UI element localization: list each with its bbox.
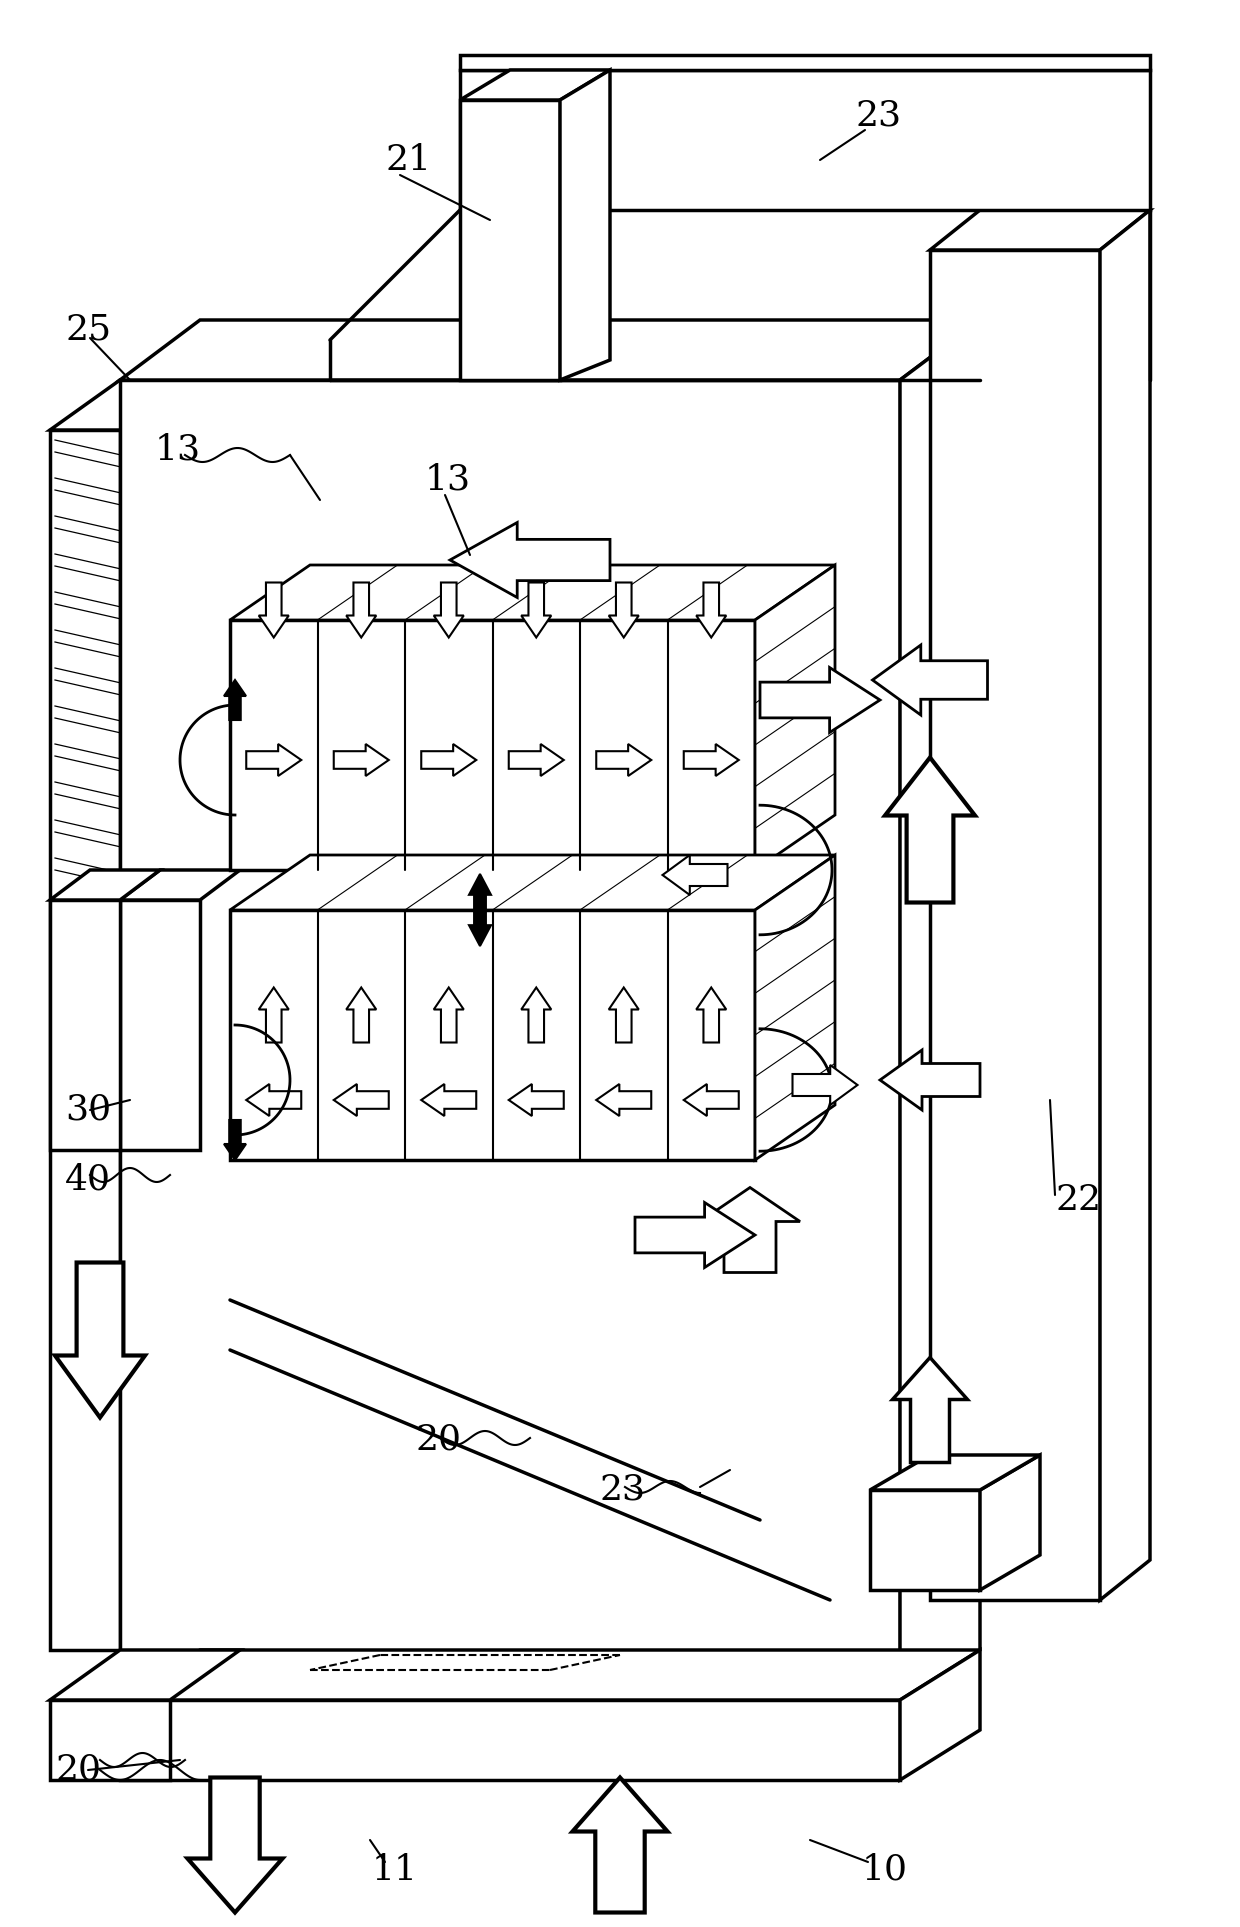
Polygon shape xyxy=(120,869,241,900)
Polygon shape xyxy=(508,744,564,777)
Polygon shape xyxy=(50,900,120,1150)
Polygon shape xyxy=(683,744,739,777)
Polygon shape xyxy=(469,875,491,927)
Polygon shape xyxy=(50,380,241,430)
Polygon shape xyxy=(755,565,835,869)
Polygon shape xyxy=(683,1085,739,1116)
Polygon shape xyxy=(346,987,376,1043)
Polygon shape xyxy=(873,646,987,715)
Polygon shape xyxy=(596,744,651,777)
Polygon shape xyxy=(247,1085,301,1116)
Text: 25: 25 xyxy=(64,312,112,347)
Polygon shape xyxy=(460,56,1149,69)
Polygon shape xyxy=(224,1120,246,1160)
Polygon shape xyxy=(120,320,980,380)
Text: 10: 10 xyxy=(862,1854,908,1887)
Polygon shape xyxy=(229,910,755,1160)
Polygon shape xyxy=(259,987,289,1043)
Polygon shape xyxy=(930,251,1100,1599)
Polygon shape xyxy=(334,744,389,777)
Polygon shape xyxy=(469,894,491,946)
Polygon shape xyxy=(662,856,728,894)
Polygon shape xyxy=(521,582,552,638)
Text: 13: 13 xyxy=(155,434,201,466)
Polygon shape xyxy=(870,1490,980,1590)
Polygon shape xyxy=(609,987,639,1043)
Polygon shape xyxy=(609,582,639,638)
Polygon shape xyxy=(346,582,376,638)
Polygon shape xyxy=(885,757,975,902)
Polygon shape xyxy=(696,987,727,1043)
Polygon shape xyxy=(460,69,610,100)
Polygon shape xyxy=(460,100,560,380)
Polygon shape xyxy=(434,987,464,1043)
Polygon shape xyxy=(50,869,160,900)
Polygon shape xyxy=(422,744,476,777)
Polygon shape xyxy=(259,582,289,638)
Polygon shape xyxy=(701,1187,800,1272)
Polygon shape xyxy=(229,856,835,910)
Polygon shape xyxy=(50,430,170,1650)
Polygon shape xyxy=(120,380,900,1700)
Text: 21: 21 xyxy=(384,143,432,177)
Polygon shape xyxy=(247,744,301,777)
Polygon shape xyxy=(870,1455,1040,1490)
Polygon shape xyxy=(696,582,727,638)
Polygon shape xyxy=(187,1777,283,1912)
Polygon shape xyxy=(893,1357,967,1463)
Polygon shape xyxy=(980,1455,1040,1590)
Polygon shape xyxy=(434,582,464,638)
Polygon shape xyxy=(930,210,1149,251)
Polygon shape xyxy=(508,1085,564,1116)
Polygon shape xyxy=(635,1202,755,1268)
Polygon shape xyxy=(560,69,610,380)
Polygon shape xyxy=(880,1050,980,1110)
Polygon shape xyxy=(224,680,246,721)
Polygon shape xyxy=(334,1085,389,1116)
Polygon shape xyxy=(755,856,835,1160)
Text: 23: 23 xyxy=(600,1472,646,1507)
Text: 22: 22 xyxy=(1055,1183,1101,1218)
Text: 23: 23 xyxy=(856,98,901,133)
Polygon shape xyxy=(229,565,835,620)
Polygon shape xyxy=(450,522,610,597)
Text: 13: 13 xyxy=(425,462,471,497)
Polygon shape xyxy=(900,320,980,1700)
Polygon shape xyxy=(792,1066,858,1104)
Polygon shape xyxy=(50,1700,170,1781)
Polygon shape xyxy=(120,430,200,1650)
Polygon shape xyxy=(120,1650,980,1700)
Polygon shape xyxy=(460,69,1149,210)
Polygon shape xyxy=(55,1262,145,1418)
Polygon shape xyxy=(596,1085,651,1116)
Text: 11: 11 xyxy=(372,1854,418,1887)
Polygon shape xyxy=(1100,210,1149,1599)
Polygon shape xyxy=(120,1700,900,1781)
Text: 30: 30 xyxy=(64,1093,112,1127)
Polygon shape xyxy=(573,1777,667,1912)
Polygon shape xyxy=(422,1085,476,1116)
Polygon shape xyxy=(760,667,880,732)
Polygon shape xyxy=(50,1650,241,1700)
Polygon shape xyxy=(900,1650,980,1781)
Text: 20: 20 xyxy=(415,1422,461,1457)
Polygon shape xyxy=(120,900,200,1150)
Polygon shape xyxy=(521,987,552,1043)
Polygon shape xyxy=(229,620,755,869)
Text: 20: 20 xyxy=(55,1754,100,1786)
Text: 40: 40 xyxy=(64,1164,112,1197)
